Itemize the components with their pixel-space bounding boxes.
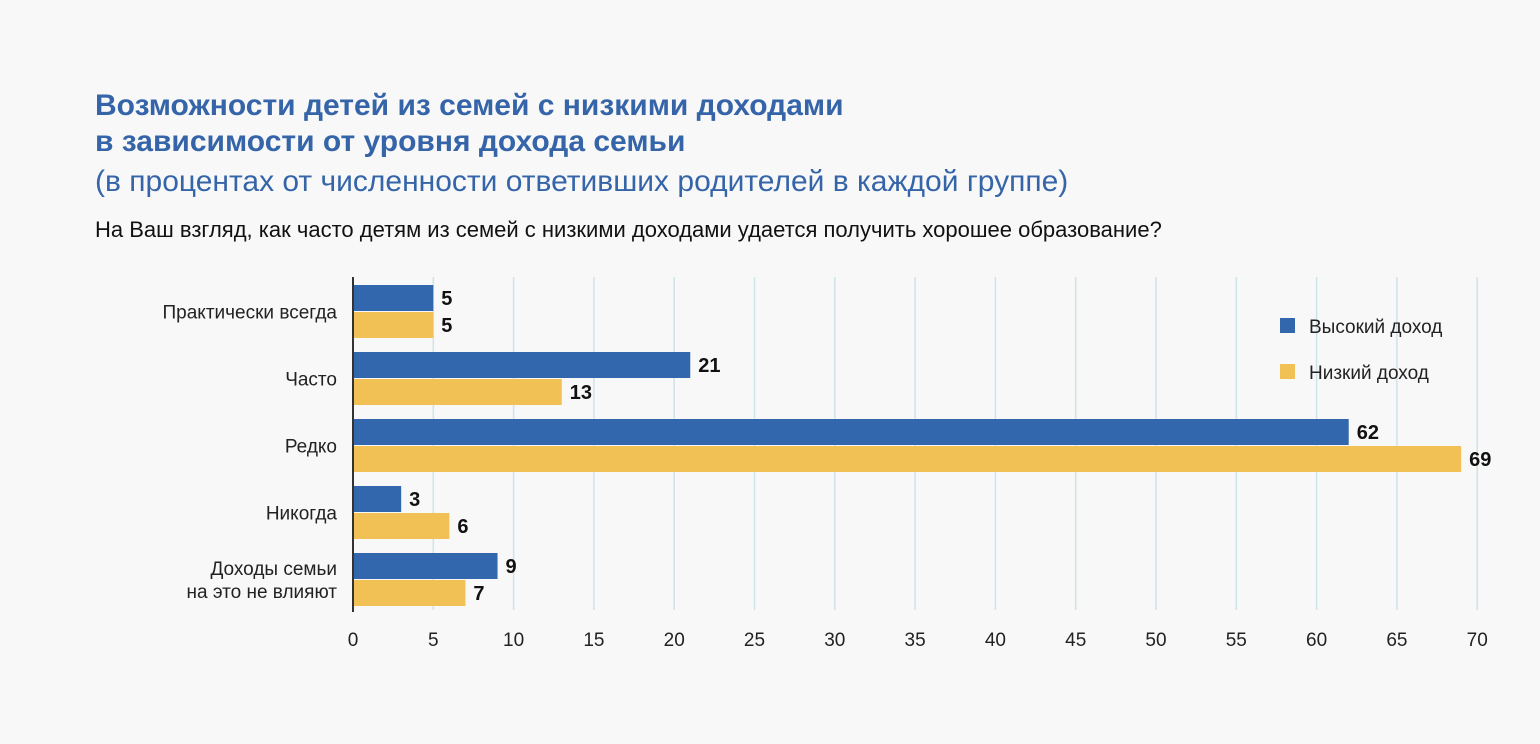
data-label: 7 <box>473 583 484 605</box>
chart-title-line-2: в зависимости от уровня дохода семьи <box>95 125 686 158</box>
data-label: 5 <box>441 288 452 310</box>
bar-high-income <box>354 486 402 512</box>
x-tick-label: 15 <box>583 630 604 651</box>
bar-low-income <box>354 580 466 606</box>
x-tick-label: 55 <box>1226 630 1247 651</box>
survey-question: На Ваш взгляд, как часто детям из семей … <box>95 217 1162 242</box>
bar-high-income <box>354 352 691 378</box>
chart-title: Возможности детей из семей с низкими дох… <box>95 88 844 160</box>
data-label: 62 <box>1357 422 1379 444</box>
chart-subtitle: (в процентах от численности ответивших р… <box>95 165 1069 198</box>
x-tick-label: 30 <box>824 630 845 651</box>
legend-label: Высокий доход <box>1309 317 1442 338</box>
x-tick-label: 65 <box>1386 630 1407 651</box>
bar-high-income <box>354 285 434 311</box>
x-tick-label: 70 <box>1467 630 1488 651</box>
chart-title-line-1: Возможности детей из семей с низкими дох… <box>95 89 844 122</box>
bar-high-income <box>354 553 498 579</box>
x-tick-label: 45 <box>1065 630 1086 651</box>
data-label: 69 <box>1469 449 1491 471</box>
category-label: Редко <box>285 437 337 458</box>
category-label: Доходы семьи <box>210 559 337 580</box>
data-label: 9 <box>506 556 517 578</box>
data-label: 13 <box>570 382 592 404</box>
data-label: 6 <box>457 516 468 538</box>
data-label: 5 <box>441 315 452 337</box>
x-tick-label: 25 <box>744 630 765 651</box>
legend-swatch-high <box>1280 318 1295 333</box>
bar-high-income <box>354 419 1349 445</box>
x-tick-label: 40 <box>985 630 1006 651</box>
bars <box>354 285 1462 606</box>
legend-label: Низкий доход <box>1309 363 1429 384</box>
data-label: 21 <box>698 355 720 377</box>
bar-low-income <box>354 379 562 405</box>
x-tick-label: 10 <box>503 630 524 651</box>
category-label: Практически всегда <box>163 303 338 324</box>
bar-low-income <box>354 312 434 338</box>
data-label: 3 <box>409 489 420 511</box>
legend-swatch-low <box>1280 364 1295 379</box>
x-tick-label: 35 <box>905 630 926 651</box>
x-tick-label: 50 <box>1145 630 1166 651</box>
x-tick-label: 60 <box>1306 630 1327 651</box>
bar-low-income <box>354 513 450 539</box>
category-label: Часто <box>285 370 337 391</box>
labels: 0 5 10 15 20 25 30 35 40 45 50 55 60 65 70Практически … <box>163 288 1492 651</box>
x-tick-label: 5 <box>428 630 439 651</box>
category-label: на это не влияют <box>187 582 338 603</box>
category-label: Никогда <box>266 504 338 525</box>
x-tick-label: 0 <box>348 630 359 651</box>
bar-low-income <box>354 446 1462 472</box>
x-tick-label: 20 <box>664 630 685 651</box>
legend: Высокий доход Низкий доход <box>1280 317 1442 384</box>
